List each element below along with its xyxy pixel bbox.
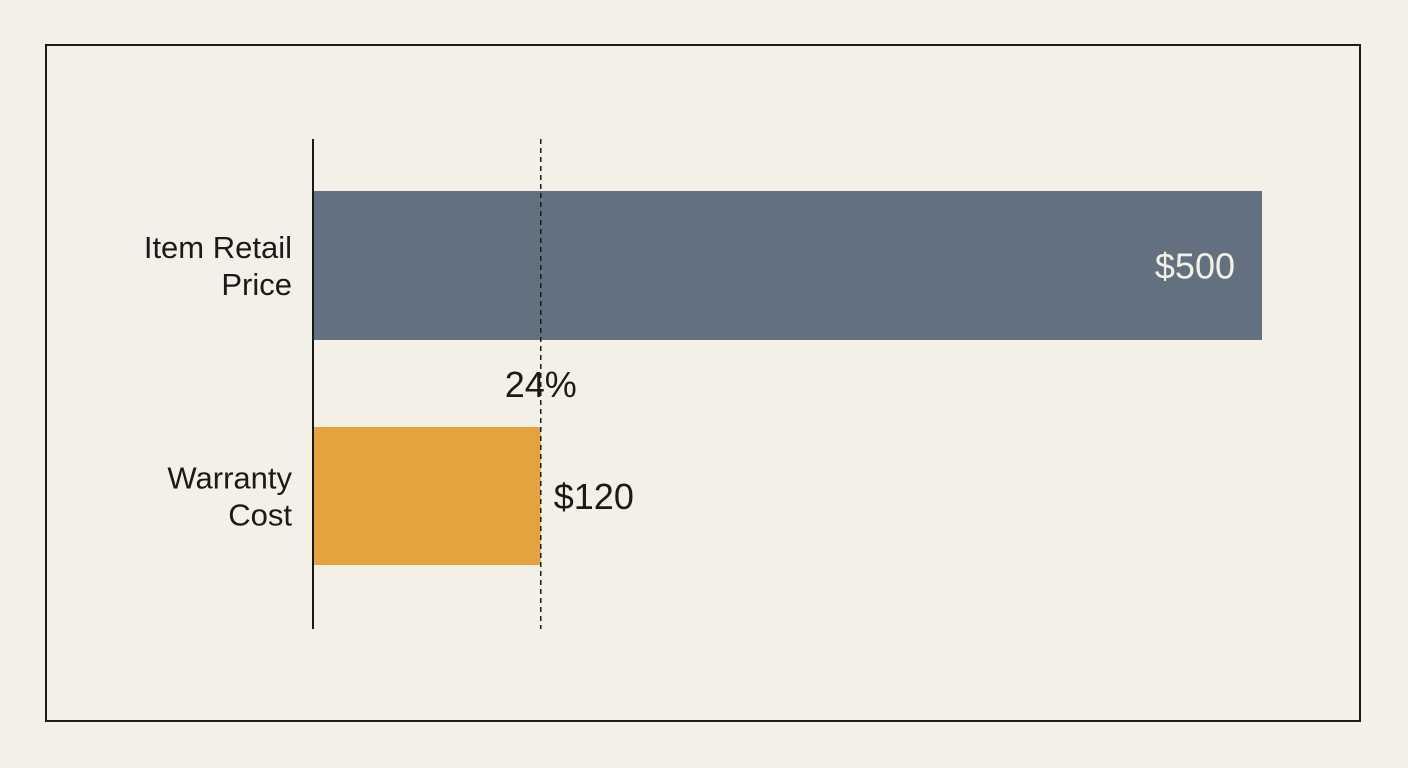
bar-1	[313, 427, 541, 565]
bar-0	[313, 191, 1262, 340]
value-label-1: $120	[554, 476, 634, 517]
value-label-0: $500	[1155, 246, 1235, 287]
reference-label: 24%	[505, 364, 577, 405]
chart-frame	[45, 44, 1361, 722]
category-label-1: Warranty Cost	[167, 461, 292, 533]
category-label-0: Item Retail Price	[144, 230, 292, 302]
